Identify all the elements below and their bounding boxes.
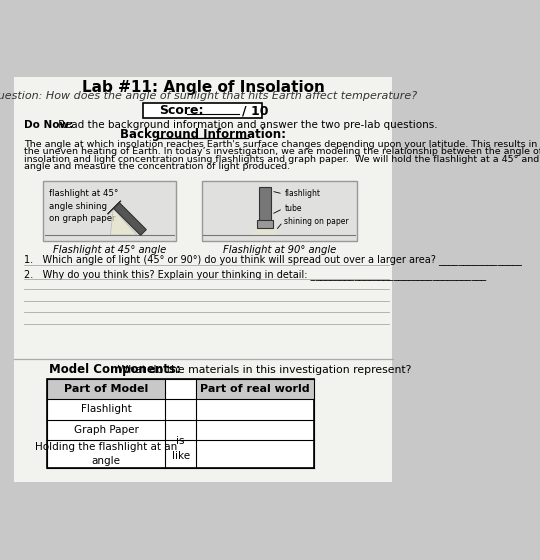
Text: Model Components:: Model Components: <box>49 363 181 376</box>
Text: Part of real world: Part of real world <box>200 384 310 394</box>
Text: is
like: is like <box>172 436 190 461</box>
Text: Read the background information and answer the two pre-lab questions.: Read the background information and answ… <box>55 120 437 130</box>
Text: The angle at which insolation reaches Earth's surface changes depending upon you: The angle at which insolation reaches Ea… <box>24 140 537 149</box>
Bar <box>43 181 176 241</box>
Text: flashlight: flashlight <box>285 189 320 198</box>
Bar <box>202 181 356 241</box>
Text: Graph Paper: Graph Paper <box>74 425 139 435</box>
Text: insolation and light concentration using flashlights and graph paper.  We will h: insolation and light concentration using… <box>24 155 540 164</box>
Polygon shape <box>252 228 279 235</box>
Text: Holding the flashlight at an
angle: Holding the flashlight at an angle <box>35 442 178 466</box>
Polygon shape <box>111 208 137 235</box>
Bar <box>259 186 271 222</box>
Text: flashlight at 45°
angle shining
on graph paper: flashlight at 45° angle shining on graph… <box>49 189 118 223</box>
Text: / 10: / 10 <box>242 104 268 117</box>
Text: Flashlight: Flashlight <box>81 404 132 414</box>
Text: Background Information:: Background Information: <box>120 128 287 141</box>
Bar <box>48 379 165 399</box>
Bar <box>143 104 262 118</box>
Bar <box>48 379 314 468</box>
Text: angle and measure the concentration of light produced.: angle and measure the concentration of l… <box>24 162 290 171</box>
Polygon shape <box>113 203 146 235</box>
Text: Score:: Score: <box>159 104 204 117</box>
Polygon shape <box>107 201 121 214</box>
Text: 1.   Which angle of light (45° or 90°) do you think will spread out over a large: 1. Which angle of light (45° or 90°) do … <box>24 254 522 265</box>
Text: Flashlight at 45° angle: Flashlight at 45° angle <box>53 245 166 255</box>
Text: Do Now:: Do Now: <box>24 120 73 130</box>
Bar <box>257 221 273 228</box>
Text: What do the materials in this investigation represent?: What do the materials in this investigat… <box>114 365 411 375</box>
Text: Question: How does the angle of sunlight that hits Earth affect temperature?: Question: How does the angle of sunlight… <box>0 91 417 101</box>
Text: Flashlight at 90° angle: Flashlight at 90° angle <box>222 245 336 255</box>
Text: shining on paper: shining on paper <box>285 217 349 226</box>
Text: tube: tube <box>285 204 302 213</box>
Text: 2.   Why do you think this? Explain your thinking in detail: ___________________: 2. Why do you think this? Explain your t… <box>24 269 486 279</box>
Text: Part of Model: Part of Model <box>64 384 148 394</box>
Text: Lab #11: Angle of Insolation: Lab #11: Angle of Insolation <box>82 80 325 95</box>
Text: the uneven heating of Earth. In today’s investigation, we are modeling the relat: the uneven heating of Earth. In today’s … <box>24 147 540 156</box>
Bar <box>196 379 314 399</box>
